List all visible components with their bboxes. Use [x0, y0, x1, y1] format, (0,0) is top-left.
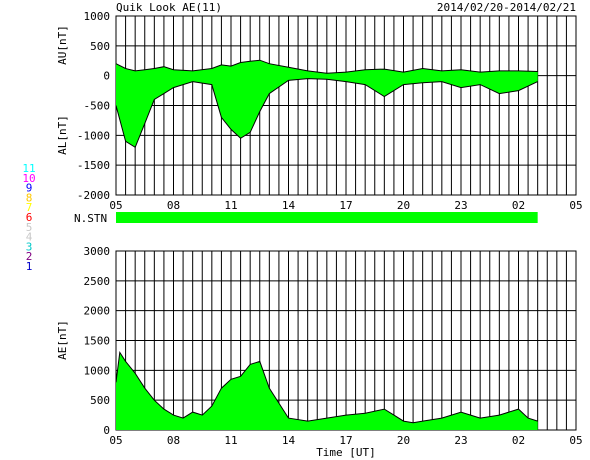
- au-al-y-tick-label: -2000: [77, 189, 110, 202]
- ae-y-tick-label: 2500: [84, 275, 111, 288]
- au-al-x-tick-label: 23: [454, 199, 467, 212]
- ae-y-tick-label: 1500: [84, 335, 111, 348]
- station-number-label: 1: [26, 260, 33, 273]
- station-number-label: 10: [22, 172, 35, 185]
- station-number-label: 2: [26, 250, 33, 263]
- ae-y-tick-label: 0: [103, 424, 110, 437]
- station-number-label: 8: [26, 191, 33, 204]
- station-number-label: 5: [26, 221, 33, 234]
- au-al-x-tick-label: 08: [167, 199, 180, 212]
- ae-x-tick-label: 23: [454, 434, 467, 447]
- ae-panel: 0 500 1000 1500 2000 2500 3000 05 08 11 14 17 20 23 02…: [56, 245, 583, 447]
- au-al-y-tick-label: -1000: [77, 129, 110, 142]
- au-al-y-tick-label: 0: [103, 70, 110, 83]
- ae-x-tick-label: 05: [569, 434, 582, 447]
- au-al-x-tick-label: 11: [224, 199, 237, 212]
- ae-x-tick-label: 14: [282, 434, 296, 447]
- station-number-label: 4: [26, 231, 33, 244]
- ae-x-tick-label: 17: [339, 434, 352, 447]
- ae-y-tick-label: 500: [90, 394, 110, 407]
- ae-y-tick-label: 3000: [84, 245, 111, 258]
- au-al-x-tick-label: 02: [512, 199, 525, 212]
- series-line-au: [115, 59, 538, 74]
- y-axis-label-al: AL[nT]: [56, 115, 69, 155]
- ae-x-tick-label: 20: [397, 434, 410, 447]
- station-number-label: 7: [26, 201, 33, 214]
- station-count-label: N.STN: [74, 212, 107, 225]
- y-axis-label-ae: AE[nT]: [56, 320, 69, 360]
- station-number-label: 6: [26, 211, 33, 224]
- au-al-x-tick-label: 20: [397, 199, 410, 212]
- au-al-x-tick-label: 05: [109, 199, 122, 212]
- au-al-x-tick-label: 14: [282, 199, 296, 212]
- date-range: 2014/02/20-2014/02/21: [437, 1, 576, 14]
- au-al-y-tick-label: 1000: [84, 10, 111, 23]
- au-al-y-tick-label: -500: [84, 100, 111, 113]
- series-line-ae: [115, 350, 538, 424]
- station-number-label: 3: [26, 240, 33, 253]
- au-al-y-tick-label: 500: [90, 40, 110, 53]
- ae-x-tick-label: 05: [109, 434, 122, 447]
- station-count-panel: N.STN: [74, 212, 538, 225]
- x-axis-label: Time [UT]: [316, 446, 376, 459]
- ae-x-tick-label: 02: [512, 434, 525, 447]
- station-count-bar: [116, 212, 538, 223]
- chart-title: Quik Look AE(11): [116, 1, 222, 14]
- au-al-y-tick-label: -1500: [77, 159, 110, 172]
- ae-y-tick-label: 1000: [84, 364, 111, 377]
- au-al-x-tick-label: 17: [339, 199, 352, 212]
- station-number-label: 11: [22, 162, 35, 175]
- ae-x-tick-label: 08: [167, 434, 180, 447]
- station-number-label: 9: [26, 182, 33, 195]
- au-al-panel: -2000 -1500 -1000 -500 0 500 1000 05 08 11 14 17 20 2…: [56, 10, 583, 212]
- series-line-al: [115, 78, 538, 149]
- y-axis-label-au: AU[nT]: [56, 25, 69, 65]
- au-al-x-tick-label: 05: [569, 199, 582, 212]
- ae-y-tick-label: 2000: [84, 305, 111, 318]
- ae-x-tick-label: 11: [224, 434, 237, 447]
- ae-fill-area: [116, 352, 538, 430]
